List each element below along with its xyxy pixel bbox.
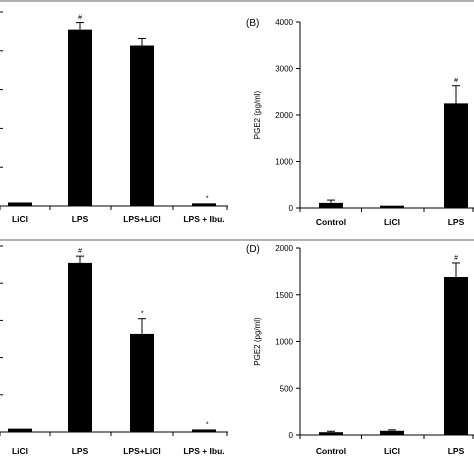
- y-tick-label: 2000: [275, 111, 293, 120]
- bar-1: [8, 202, 32, 206]
- panel-b: 0 1000 2000 3000 4000 PGE2 (pg/ml) (B) Control L…: [246, 18, 474, 227]
- y-tick-label: 3000: [275, 65, 293, 74]
- bar-4: [192, 429, 216, 432]
- significance-mark: *: [206, 195, 209, 202]
- panel-c: LiCl # LPS * LPS+LiCl * LPS + Ibu.: [0, 245, 228, 456]
- bar-3: [130, 333, 154, 432]
- y-tick-label: 4000: [275, 18, 293, 27]
- x-tick-label: LPS+LiCl: [123, 214, 161, 224]
- significance-mark: *: [206, 421, 209, 428]
- x-tick-label: LPS + Ibu.: [183, 214, 224, 224]
- panel-d: 0 500 1000 1500 2000 PGE2 (pg/ml) (D) Control Li…: [246, 244, 474, 456]
- bar-1: [319, 432, 343, 435]
- bar-1: [319, 202, 343, 208]
- y-tick-label: 1500: [275, 291, 293, 300]
- y-tick-label: 0: [289, 204, 294, 213]
- bar-2: [380, 430, 404, 435]
- x-tick-label: LiCl: [384, 217, 400, 227]
- y-axis-label: PGE2 (pg/ml): [253, 317, 262, 366]
- significance-mark: #: [78, 248, 82, 255]
- y-tick-label: 0: [289, 431, 294, 440]
- x-tick-label: Control: [316, 446, 346, 456]
- x-tick-label: LPS: [448, 446, 465, 456]
- x-tick-label: LPS+LiCl: [123, 446, 161, 456]
- x-tick-label: LPS: [448, 217, 465, 227]
- bar-3: [444, 276, 468, 435]
- panel-label: (D): [246, 244, 260, 255]
- x-tick-label: LPS: [72, 214, 89, 224]
- y-axis-label: PGE2 (pg/ml): [253, 90, 262, 139]
- y-tick-label: 500: [280, 384, 294, 393]
- significance-mark: *: [141, 311, 144, 318]
- significance-mark: #: [78, 15, 82, 22]
- bar-2: [68, 262, 92, 432]
- y-tick-label: 1000: [275, 158, 293, 167]
- significance-mark: #: [454, 78, 458, 85]
- x-tick-label: LPS + Ibu.: [183, 446, 224, 456]
- significance-mark: #: [454, 255, 458, 262]
- y-tick-label: 1000: [275, 338, 293, 347]
- bar-2: [68, 29, 92, 206]
- x-tick-label: LiCl: [384, 446, 400, 456]
- bar-2: [380, 205, 404, 208]
- bar-3: [444, 103, 468, 208]
- x-tick-label: LiCl: [12, 446, 28, 456]
- y-tick-label: 2000: [275, 244, 293, 253]
- x-tick-label: Control: [316, 217, 346, 227]
- x-tick-label: LPS: [72, 446, 89, 456]
- panel-a: LiCl # LPS LPS+LiCl * LPS + Ibu.: [0, 11, 228, 224]
- panel-label: (B): [246, 18, 259, 29]
- x-tick-label: LiCl: [12, 214, 28, 224]
- bar-4: [192, 203, 216, 206]
- bar-1: [8, 428, 32, 432]
- bar-3: [130, 45, 154, 206]
